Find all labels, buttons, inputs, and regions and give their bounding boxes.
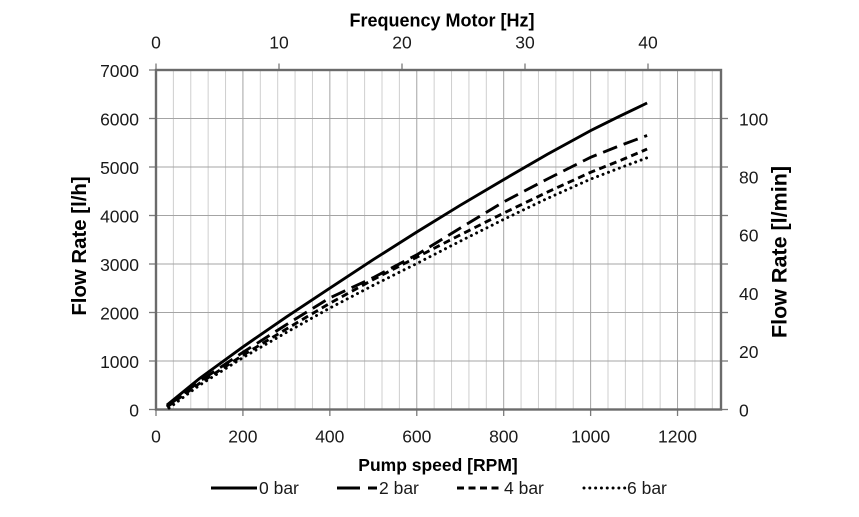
svg-text:20: 20 (739, 342, 759, 362)
svg-text:10: 10 (269, 33, 289, 53)
svg-text:60: 60 (739, 226, 759, 246)
svg-text:600: 600 (402, 427, 431, 447)
svg-text:30: 30 (515, 33, 535, 53)
svg-text:6000: 6000 (100, 109, 139, 129)
svg-text:1000: 1000 (100, 352, 139, 372)
svg-text:2 bar: 2 bar (379, 478, 419, 498)
svg-text:0: 0 (739, 400, 749, 420)
svg-text:0: 0 (151, 427, 161, 447)
svg-text:1200: 1200 (658, 427, 697, 447)
svg-text:0: 0 (129, 400, 139, 420)
svg-text:80: 80 (739, 168, 759, 188)
svg-text:1000: 1000 (571, 427, 610, 447)
svg-text:Flow Rate [l/h]: Flow Rate [l/h] (69, 176, 91, 315)
svg-text:400: 400 (315, 427, 344, 447)
svg-text:6 bar: 6 bar (627, 478, 667, 498)
svg-text:5000: 5000 (100, 158, 139, 178)
svg-text:0: 0 (151, 33, 161, 53)
svg-text:7000: 7000 (100, 61, 139, 81)
svg-text:0 bar: 0 bar (259, 478, 299, 498)
svg-text:Frequency Motor [Hz]: Frequency Motor [Hz] (349, 11, 534, 31)
svg-text:3000: 3000 (100, 255, 139, 275)
svg-text:Pump speed [RPM]: Pump speed [RPM] (358, 455, 517, 475)
svg-text:Flow Rate [l/min]: Flow Rate [l/min] (768, 166, 792, 338)
svg-text:4000: 4000 (100, 206, 139, 226)
svg-text:40: 40 (638, 33, 658, 53)
svg-text:200: 200 (228, 427, 257, 447)
svg-text:4 bar: 4 bar (504, 478, 544, 498)
svg-text:40: 40 (739, 284, 759, 304)
svg-text:800: 800 (489, 427, 518, 447)
svg-text:100: 100 (739, 109, 768, 129)
svg-text:2000: 2000 (100, 303, 139, 323)
svg-text:20: 20 (392, 33, 412, 53)
